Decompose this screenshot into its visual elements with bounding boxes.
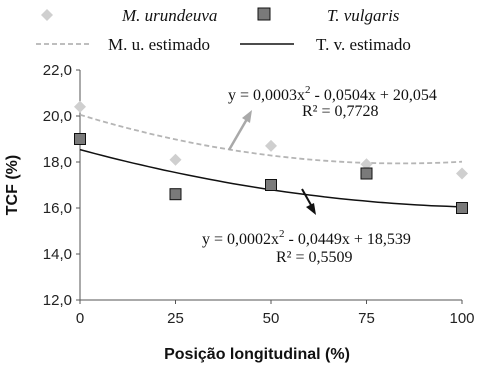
- point-m-urundeuva-75: [360, 158, 373, 171]
- legend-label-t-vulgaris: T. vulgaris: [327, 6, 400, 25]
- x-axis-title: Posição longitudinal (%): [164, 346, 350, 363]
- legend-label-t-v-estimado: T. v. estimado: [316, 35, 411, 54]
- annotation-arrow-t-vulgaris: [301, 188, 316, 215]
- legend-marker-t-vulgaris: [257, 7, 271, 21]
- y-tick-label: 14,0: [43, 246, 72, 263]
- point-m-urundeuva-0: [74, 100, 86, 113]
- fit-curve-m-u-estimado: [79, 113, 463, 165]
- legend-marker-m-urundeuva: [41, 9, 53, 21]
- y-tick-label: 12,0: [43, 292, 72, 309]
- equation-t-vulgaris: y = 0,0002x2 - 0,0449x + 18,539: [202, 228, 411, 248]
- x-tick-label: 25: [167, 310, 184, 327]
- point-t-vulgaris-75: [360, 167, 373, 180]
- r2-t-vulgaris: R² = 0,5509: [276, 249, 353, 266]
- y-tick-label: 16,0: [43, 200, 72, 217]
- legend: M. urundeuva T. vulgaris M. u. estimado …: [36, 6, 411, 54]
- y-tick-label: 18,0: [43, 154, 72, 171]
- legend-label-m-urundeuva: M. urundeuva: [121, 6, 217, 25]
- ticks: 12,0 14,0 16,0 18,0 20,0 22,0 0 25 50 75 100: [43, 62, 475, 327]
- point-t-vulgaris-25: [169, 188, 182, 201]
- x-tick-label: 75: [358, 310, 375, 327]
- fit-curve-t-v-estimado: [79, 148, 463, 208]
- point-t-vulgaris-50: [265, 179, 277, 191]
- point-m-urundeuva-50: [265, 139, 277, 152]
- y-tick-label: 20,0: [43, 108, 72, 125]
- point-t-vulgaris-100: [456, 202, 468, 214]
- legend-label-m-u-estimado: M. u. estimado: [108, 35, 210, 54]
- equation-m-urundeuva: y = 0,0003x2 - 0,0504x + 20,054: [228, 84, 437, 104]
- x-tick-label: 100: [449, 310, 474, 327]
- r2-m-urundeuva: R² = 0,7728: [302, 103, 379, 120]
- data-points: [74, 100, 468, 214]
- y-tick-label: 22,0: [43, 62, 72, 79]
- x-tick-label: 0: [76, 310, 84, 327]
- x-tick-label: 50: [263, 310, 280, 327]
- y-axis-title: TCF (%): [4, 155, 21, 215]
- point-t-vulgaris-0: [74, 133, 86, 145]
- point-m-urundeuva-25: [169, 153, 182, 166]
- annotation-arrow-m-urundeuva: [227, 110, 252, 151]
- point-m-urundeuva-100: [456, 167, 468, 180]
